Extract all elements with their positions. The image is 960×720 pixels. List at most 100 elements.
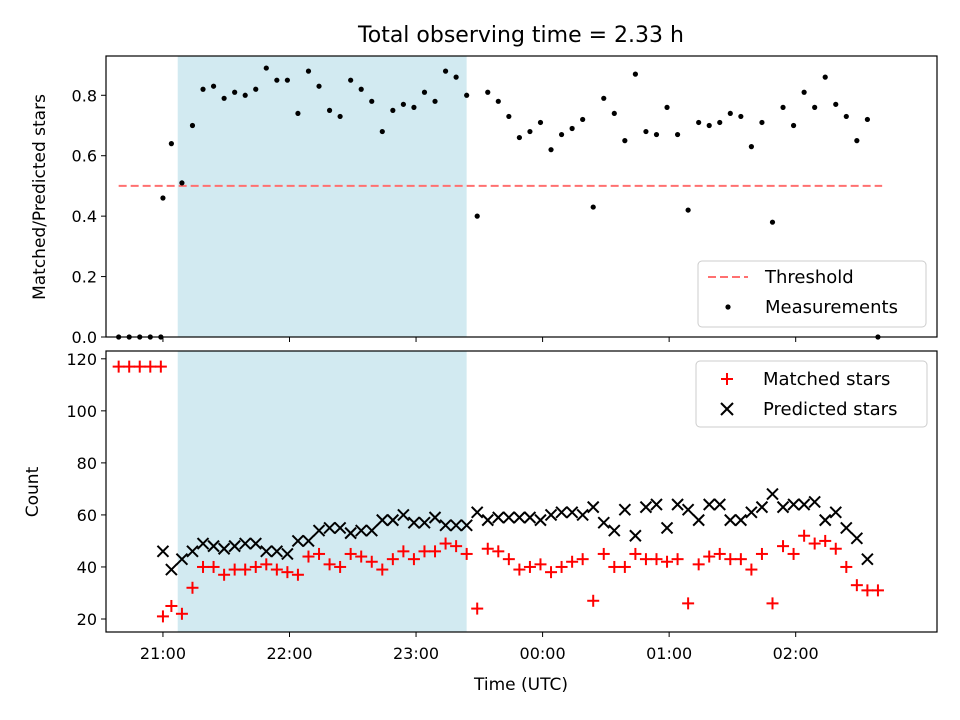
predicted-star-point	[196, 537, 210, 550]
matched-star-point	[481, 542, 494, 555]
predicted-star-point	[365, 524, 378, 537]
measurement-point	[411, 104, 417, 110]
measurement-point	[464, 92, 470, 98]
matched-star-point	[144, 360, 157, 373]
legend-matched-label: Matched stars	[763, 369, 890, 390]
bottom-ytick-label: 60	[77, 506, 97, 525]
matched-star-point	[650, 553, 663, 566]
legend-measurements-swatch	[725, 304, 731, 310]
legend-threshold-label: Threshold	[764, 267, 854, 288]
measurement-point	[348, 77, 354, 83]
predicted-star-point	[608, 524, 621, 537]
measurement-point	[537, 119, 544, 126]
matched-star-point	[334, 560, 347, 573]
predicted-star-point	[576, 508, 589, 522]
matched-star-point	[281, 566, 294, 579]
matched-star-point	[418, 545, 431, 558]
measurement-point	[179, 180, 185, 186]
matched-star-point	[850, 579, 863, 592]
matched-star-point	[766, 597, 779, 610]
bottom-xlabel: Time (UTC)	[473, 675, 568, 695]
measurement-point	[759, 119, 765, 126]
predicted-star-point	[660, 521, 674, 535]
predicted-star-point	[671, 498, 684, 511]
measurement-point	[854, 138, 860, 144]
predicted-star-point	[439, 519, 452, 532]
matched-star-point	[386, 553, 399, 566]
matched-star-point	[156, 610, 169, 623]
measurement-point	[326, 107, 333, 113]
measurement-point	[611, 110, 617, 117]
measurement-point	[727, 110, 733, 117]
predicted-star-point	[386, 513, 400, 527]
predicted-star-point	[776, 500, 790, 514]
matched-star-point	[313, 547, 326, 560]
measurement-point	[474, 213, 480, 219]
matched-star-point	[682, 597, 695, 610]
matched-star-point	[218, 568, 231, 581]
matched-star-point	[207, 560, 220, 573]
measurement-point	[622, 138, 628, 144]
matched-star-point	[671, 553, 684, 566]
matched-star-point	[724, 553, 737, 566]
matched-star-point	[165, 599, 178, 612]
predicted-star-point	[755, 500, 769, 514]
measurement-point	[601, 95, 607, 101]
measurement-point	[253, 86, 259, 92]
measurement-point	[432, 98, 438, 104]
matched-star-point	[323, 558, 336, 571]
measurement-point	[790, 122, 797, 129]
matched-star-point	[355, 550, 368, 563]
matched-star-point	[112, 360, 125, 373]
bottom-xtick-label: 02:00	[773, 644, 819, 663]
measurement-point	[864, 116, 870, 123]
predicted-star-point	[618, 503, 632, 516]
matched-star-point	[829, 542, 842, 555]
matched-star-point	[555, 560, 568, 573]
predicted-star-point	[513, 511, 526, 524]
bottom-legend: Matched stars Predicted stars	[695, 360, 928, 428]
matched-star-point	[502, 553, 515, 566]
predicted-star-point	[587, 500, 600, 514]
measurement-point	[580, 116, 586, 123]
measurement-point	[738, 113, 744, 120]
top-ylabel: Matched/Predicted stars	[30, 94, 50, 300]
predicted-star-point	[281, 547, 294, 561]
measurement-point	[358, 86, 364, 92]
predicted-star-point	[734, 513, 748, 527]
predicted-star-point	[207, 539, 220, 553]
predicted-star-point	[692, 513, 705, 527]
matched-star-point	[397, 545, 410, 558]
matched-star-point	[566, 555, 579, 568]
matched-star-point	[608, 560, 621, 573]
matched-star-point	[734, 553, 747, 566]
measurement-point	[400, 101, 406, 107]
measurement-point	[696, 119, 702, 126]
matched-star-point	[661, 555, 674, 568]
bottom-panel: 20 40 60 80 100 120 21:00 22:00 23:00 00:00 01:00…	[23, 350, 938, 695]
measurement-point	[379, 128, 385, 135]
matched-star-point	[513, 563, 526, 576]
measurement-point	[674, 131, 681, 138]
matched-star-point	[302, 550, 315, 563]
measurement-point	[717, 119, 723, 126]
matched-star-point	[239, 563, 252, 576]
predicted-star-point	[724, 513, 737, 527]
bottom-xtick-label: 23:00	[393, 644, 439, 663]
predicted-star-point	[502, 511, 516, 524]
predicted-star-point	[481, 513, 494, 527]
measurement-point	[242, 92, 248, 98]
matched-star-point	[407, 553, 420, 566]
measurement-point	[295, 110, 301, 117]
predicted-star-point	[492, 511, 505, 524]
matched-star-point	[787, 547, 800, 560]
predicted-star-point	[291, 534, 305, 548]
measurement-point	[390, 107, 396, 113]
matched-star-point	[692, 558, 705, 571]
matched-star-point	[439, 537, 452, 550]
matched-star-point	[629, 547, 642, 560]
measurement-point	[769, 219, 776, 225]
legend-predicted-label: Predicted stars	[763, 399, 897, 420]
measurement-point	[590, 204, 596, 210]
predicted-star-point	[449, 519, 463, 532]
